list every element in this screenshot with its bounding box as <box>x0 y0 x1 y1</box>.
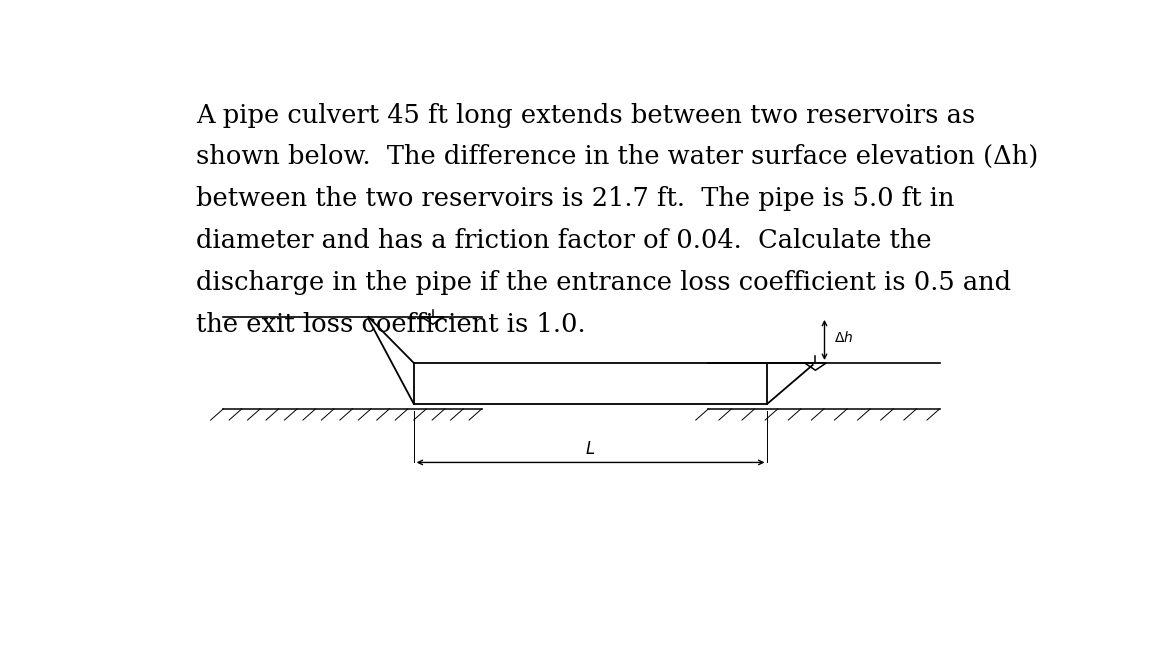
Text: the exit loss coefficient is 1.0.: the exit loss coefficient is 1.0. <box>197 312 586 337</box>
Text: $L$: $L$ <box>585 442 596 458</box>
Text: A pipe culvert 45 ft long extends between two reservoirs as: A pipe culvert 45 ft long extends betwee… <box>197 103 976 127</box>
Text: $\Delta h$: $\Delta h$ <box>833 330 853 345</box>
Text: diameter and has a friction factor of 0.04.  Calculate the: diameter and has a friction factor of 0.… <box>197 228 931 253</box>
Text: between the two reservoirs is 21.7 ft.  The pipe is 5.0 ft in: between the two reservoirs is 21.7 ft. T… <box>197 186 955 211</box>
Text: discharge in the pipe if the entrance loss coefficient is 0.5 and: discharge in the pipe if the entrance lo… <box>197 270 1011 295</box>
Text: shown below.  The difference in the water surface elevation (Δh): shown below. The difference in the water… <box>197 145 1038 169</box>
